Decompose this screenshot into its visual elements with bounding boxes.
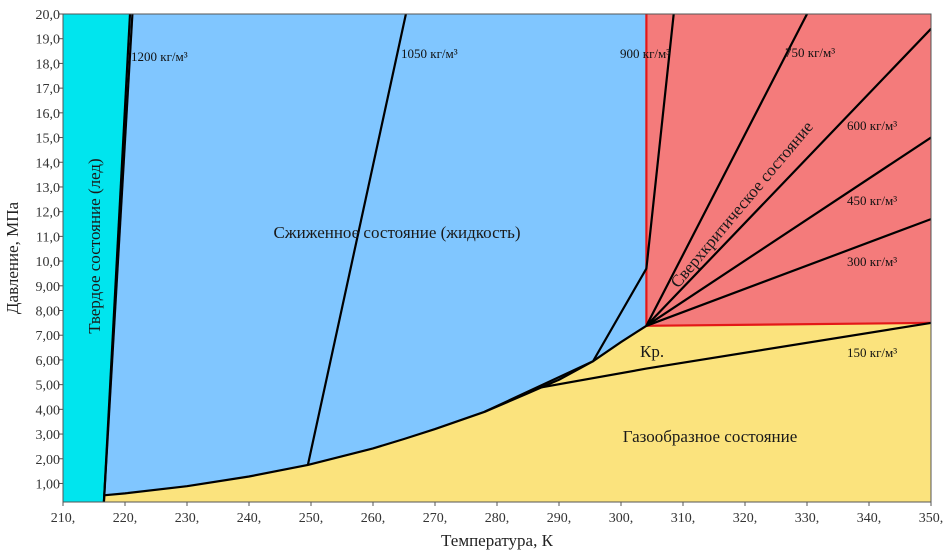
y-tick-label: 20,0 xyxy=(36,8,61,23)
y-tick-label: 5,00 xyxy=(36,379,61,394)
y-tick-label: 3,00 xyxy=(36,428,61,443)
x-tick-label: 340, xyxy=(857,511,882,526)
x-tick-label: 240, xyxy=(237,511,262,526)
isochore-label-150: 150 кг/м³ xyxy=(847,345,897,360)
critical-point-label: Кр. xyxy=(640,342,664,361)
y-axis-label: Давление, МПа xyxy=(3,201,22,314)
y-tick-label: 17,0 xyxy=(36,82,61,97)
saturation-curve xyxy=(103,324,647,497)
y-tick-label: 9,00 xyxy=(36,280,61,295)
x-tick-label: 330, xyxy=(795,511,820,526)
region-label-gas: Газообразное состояние xyxy=(623,427,798,446)
isochore-line-4 xyxy=(645,28,931,327)
y-tick-label: 16,0 xyxy=(36,107,61,122)
x-tick-label: 300, xyxy=(609,511,634,526)
x-tick-label: 210, xyxy=(51,511,76,526)
region-label-liquid: Сжиженное состояние (жидкость) xyxy=(273,223,520,242)
x-tick-label: 290, xyxy=(547,511,572,526)
y-tick-label: 1,00 xyxy=(36,477,61,492)
isochore-line-3 xyxy=(645,14,808,327)
x-tick-label: 270, xyxy=(423,511,448,526)
melting-line xyxy=(102,14,132,502)
isochore-label-900: 900 кг/м³ xyxy=(620,46,670,61)
x-tick-label: 310, xyxy=(671,511,696,526)
x-tick-label: 280, xyxy=(485,511,510,526)
x-tick-label: 250, xyxy=(299,511,324,526)
isochore-label-750: 750 кг/м³ xyxy=(785,45,835,60)
x-tick-label: 260, xyxy=(361,511,386,526)
isochore-line-5 xyxy=(645,136,931,327)
region-supercritical xyxy=(646,14,931,326)
y-tick-label: 7,00 xyxy=(36,329,61,344)
region-gas xyxy=(103,322,931,502)
isochore-line-1 xyxy=(306,14,407,466)
isochore-label-300: 300 кг/м³ xyxy=(847,254,897,269)
y-tick-label: 14,0 xyxy=(36,156,61,171)
isochore-line-7 xyxy=(535,321,931,390)
x-tick-label: 230, xyxy=(175,511,200,526)
y-tick-label: 15,0 xyxy=(36,132,61,147)
y-tick-label: 4,00 xyxy=(36,403,61,418)
y-tick-label: 12,0 xyxy=(36,206,61,221)
region-liquid xyxy=(103,14,647,502)
plot-area xyxy=(63,14,931,502)
isochore-label-1050: 1050 кг/м³ xyxy=(401,46,458,61)
y-tick-label: 10,0 xyxy=(36,255,61,270)
y-tick-label: 2,00 xyxy=(36,453,61,468)
x-tick-label: 320, xyxy=(733,511,758,526)
x-tick-label: 220, xyxy=(113,511,138,526)
y-tick-label: 19,0 xyxy=(36,33,61,48)
isochore-label-450: 450 кг/м³ xyxy=(847,193,897,208)
y-tick-label: 6,00 xyxy=(36,354,61,369)
isochore-label-1200: 1200 кг/м³ xyxy=(131,49,188,64)
y-tick-label: 11,0 xyxy=(36,230,60,245)
y-tick-label: 13,0 xyxy=(36,181,61,196)
isochore-label-600: 600 кг/м³ xyxy=(847,118,897,133)
isochore-line-6 xyxy=(646,218,931,327)
x-tick-label: 350, xyxy=(919,511,944,526)
y-axis-ticks: 1,00 2,00 3,00 4,00 5,00 6,00 7,00 8,00 9,00 10,0… xyxy=(36,8,63,492)
y-tick-label: 18,0 xyxy=(36,57,61,72)
x-axis-label: Температура, К xyxy=(441,531,554,550)
isochore-line-2 xyxy=(484,14,675,413)
y-tick-label: 8,00 xyxy=(36,305,61,320)
region-label-solid: Твердое состояние (лед) xyxy=(85,158,104,333)
region-solid xyxy=(63,14,130,502)
x-axis-ticks: 210, 220, 230, 240, 250, 260, 270, 280, 290, 300,… xyxy=(51,502,944,526)
